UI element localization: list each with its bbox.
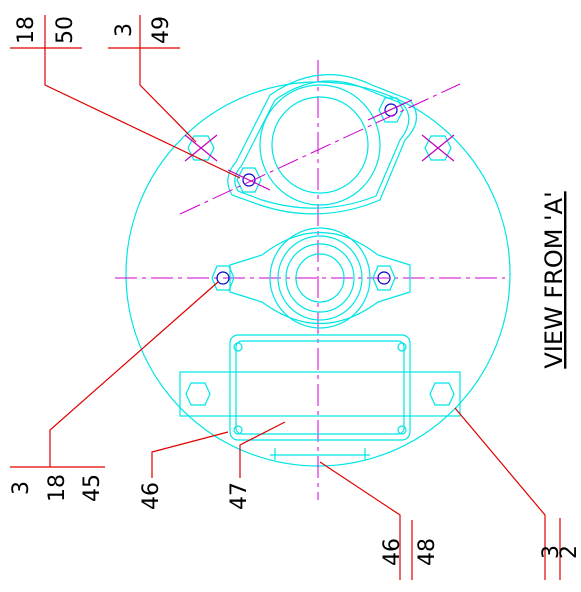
callout-number: 50 — [53, 16, 78, 44]
callout-number: 46 — [380, 538, 405, 566]
callout-number: 3 — [112, 23, 137, 37]
view-title: VIEW FROM 'A' — [540, 191, 568, 368]
callout-number: 48 — [415, 538, 440, 566]
callout-number: 45 — [80, 474, 105, 502]
callout-number: 3 — [9, 481, 34, 495]
geometry — [115, 60, 510, 500]
callout-number: 46 — [139, 482, 164, 510]
callout-number: 2 — [557, 545, 581, 559]
callout-number: 47 — [227, 482, 252, 510]
callout-number: 49 — [149, 16, 174, 44]
drawing: VIEW FROM 'A' 18 50 3 49 3 18 45 46 47 4… — [0, 0, 581, 592]
callout-number: 18 — [45, 474, 70, 502]
labels: VIEW FROM 'A' 18 50 3 49 3 18 45 46 47 4… — [9, 16, 581, 566]
callout-number: 18 — [14, 16, 39, 44]
